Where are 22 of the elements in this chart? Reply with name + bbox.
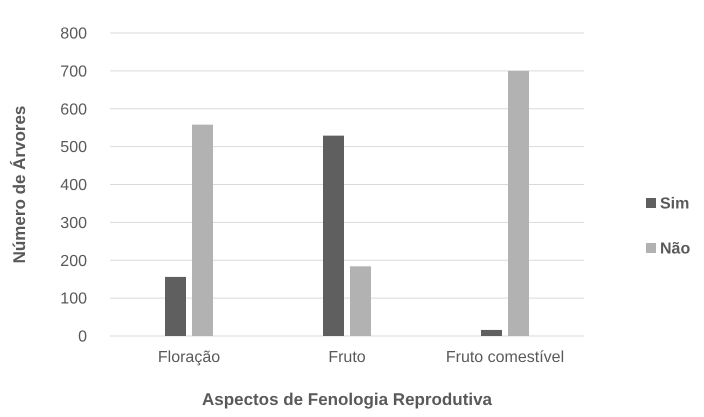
bar	[508, 70, 529, 336]
x-axis-title: Aspectos de Fenologia Reprodutiva	[202, 390, 493, 409]
bar	[165, 276, 186, 336]
x-tick-label: Fruto comestível	[446, 349, 564, 366]
y-tick-label: 0	[78, 328, 88, 346]
y-tick-label: 600	[60, 101, 88, 118]
x-tick-label: Fruto	[328, 349, 366, 366]
y-tick-label: 800	[60, 26, 88, 43]
y-tick-label: 400	[60, 177, 88, 194]
y-tick-label: 500	[60, 139, 88, 156]
y-tick-label: 200	[60, 252, 88, 270]
legend-label: Não	[660, 240, 690, 258]
bar	[192, 124, 213, 336]
bar	[323, 136, 344, 336]
y-tick-label: 700	[60, 63, 88, 80]
bar	[350, 266, 371, 336]
x-tick-label: Floração	[158, 349, 220, 366]
bar	[481, 330, 502, 336]
y-tick-label: 100	[60, 290, 88, 308]
y-tick-label: 300	[60, 214, 88, 232]
legend-label: Sim	[660, 196, 690, 213]
y-axis-title: Número de Árvores	[9, 106, 29, 264]
